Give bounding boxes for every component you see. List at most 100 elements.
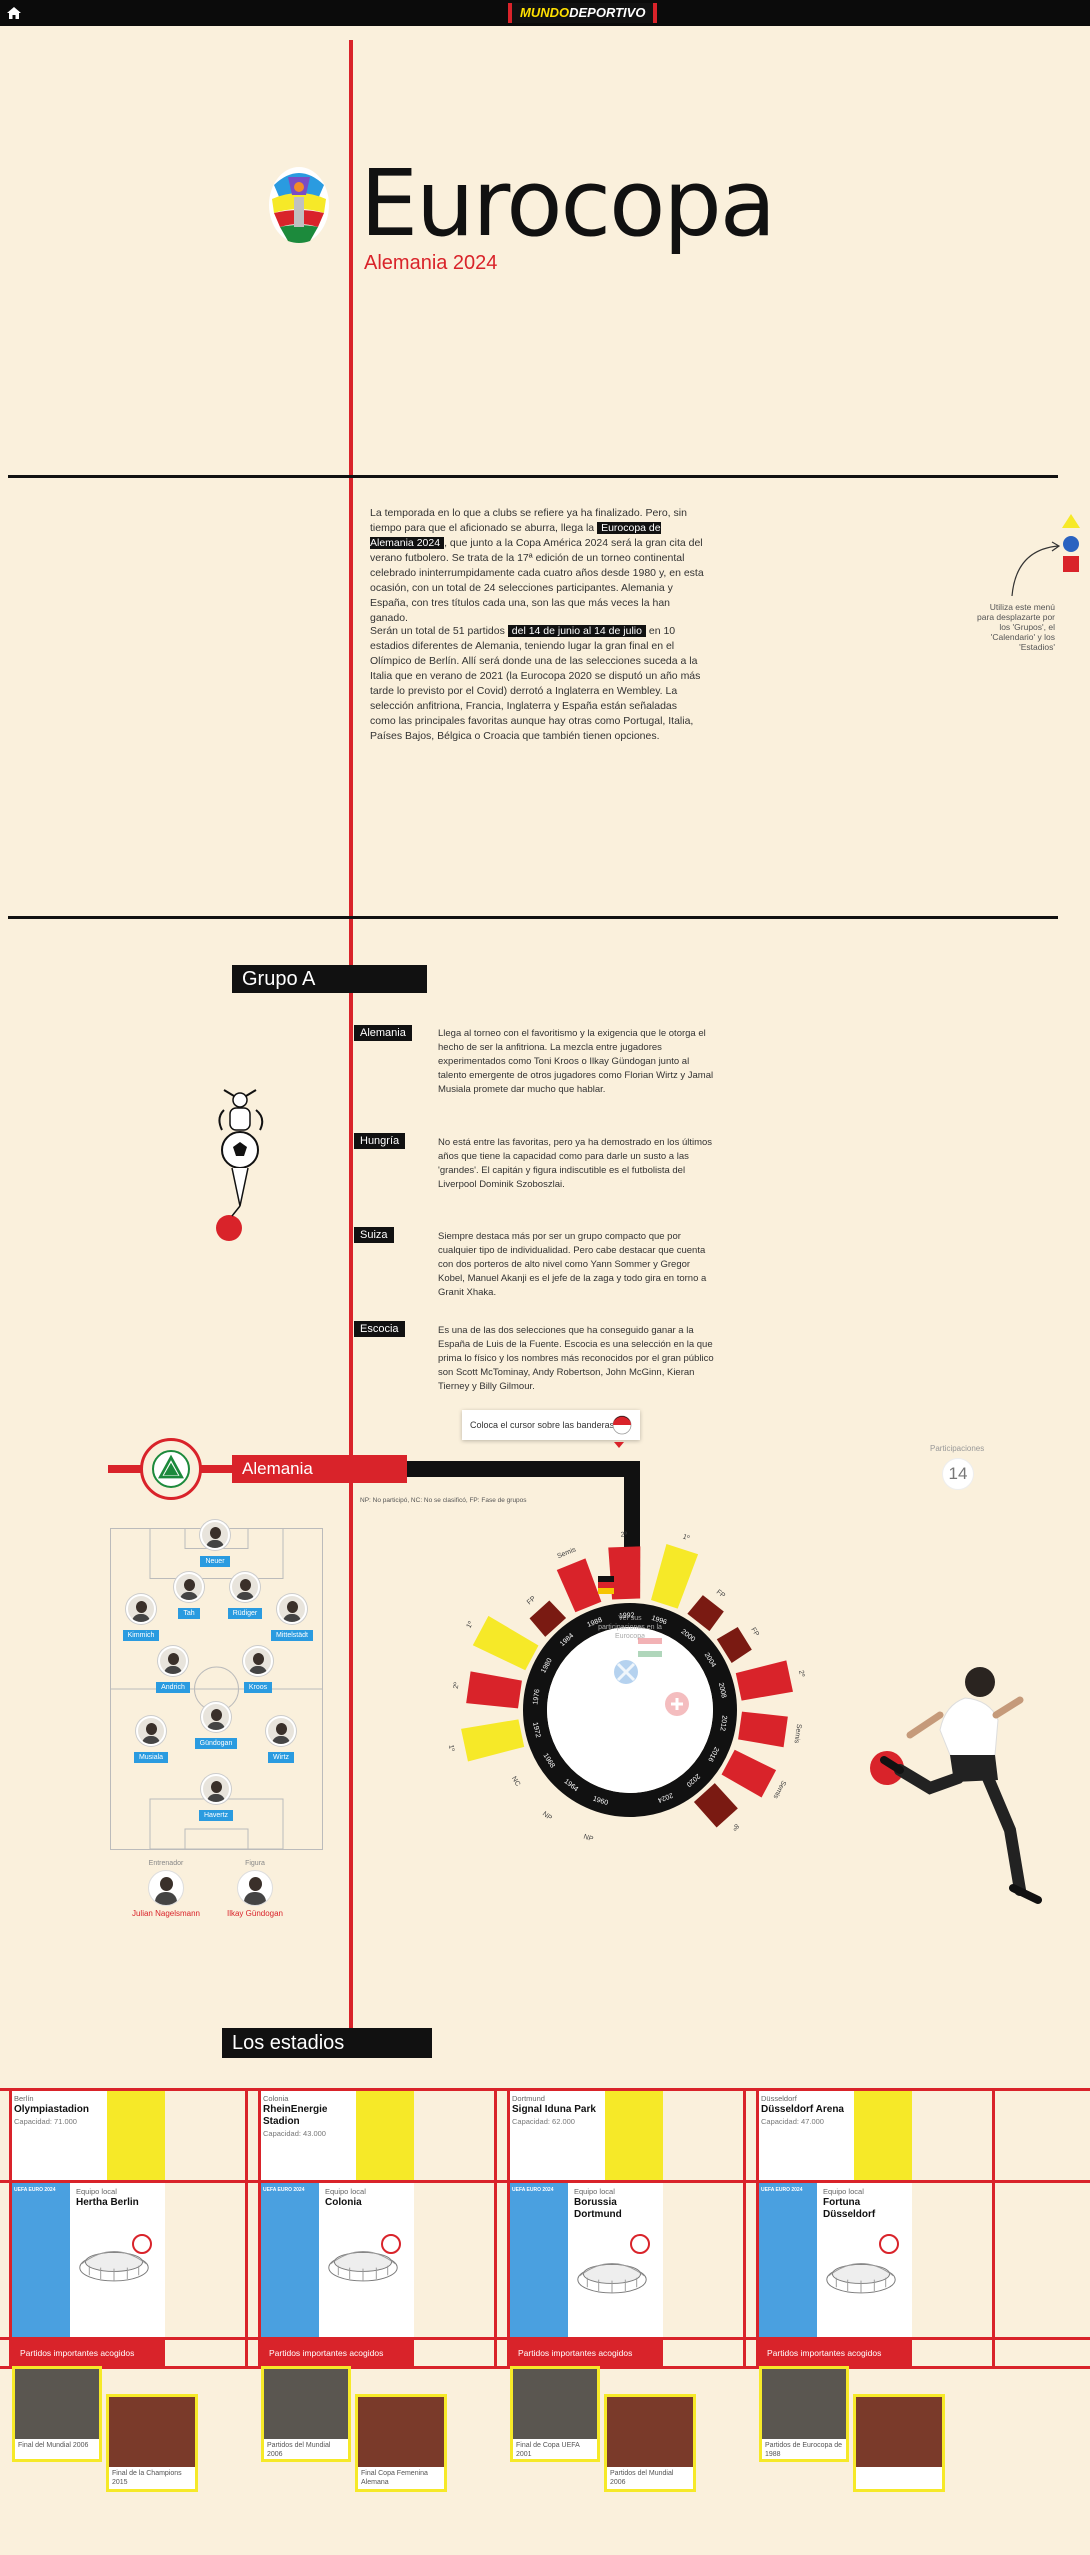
player-card[interactable]: Tah [161,1572,217,1620]
club-crest-icon [381,2234,401,2254]
home-team-card[interactable]: Equipo local Borussia Dortmund [568,2183,663,2337]
radial-result-label: Semis [771,1779,787,1800]
home-team-card[interactable]: Equipo local Hertha Berlin [70,2183,165,2337]
home-team-name: Colonia [325,2197,362,2208]
player-card[interactable]: Gündogan [188,1702,244,1750]
radial-bar-1976[interactable] [466,1671,522,1709]
radial-bar-2000[interactable] [687,1595,724,1632]
grid-line [258,2088,261,2366]
coach-card: Entrenador Julian Nagelsmann [126,1860,206,1919]
home-team-label: Equipo local [823,2187,864,2196]
match-photo-card[interactable]: Partidos del Mundial 2006 [604,2394,696,2492]
home-team-label: Equipo local [325,2187,366,2196]
radial-bar-2004[interactable] [716,1626,752,1664]
home-team-card[interactable]: Equipo local Colonia [319,2183,414,2337]
match-photo [513,2369,597,2439]
player-card[interactable]: Rüdiger [217,1572,273,1620]
stadium-name: Signal Iduna Park [512,2104,596,2115]
home-team-label: Equipo local [574,2187,615,2196]
home-icon[interactable] [6,5,22,21]
euro-mini-logo: UEFA EURO 2024 [14,2187,56,2193]
star-player-card: Figura Ilkay Gündogan [215,1860,295,1919]
color-block [356,2091,414,2180]
hungary-flag-icon [638,1636,662,1660]
center-text-line: Ver sus [618,1615,642,1622]
radial-bar-2008[interactable] [735,1660,793,1701]
match-photo [15,2369,99,2439]
radial-bar-1980[interactable] [472,1615,539,1671]
dfb-crest-icon [152,1450,190,1488]
player-card[interactable]: Havertz [188,1774,244,1822]
player-card[interactable]: Mittelstädt [264,1594,320,1642]
section-menu-shapes[interactable] [1060,512,1082,574]
radial-bar-1984[interactable] [529,1600,567,1637]
home-team-name: Hertha Berlin [76,2197,139,2208]
brand-logo[interactable]: MUNDODEPORTIVO [508,3,658,23]
team-tag-hungria[interactable]: Hungría [354,1133,406,1149]
radial-bar-2020[interactable] [693,1783,738,1828]
euro-mini-logo: UEFA EURO 2024 [263,2187,305,2193]
match-photo-card[interactable] [853,2394,945,2492]
player-photo [201,1774,231,1804]
home-team-card[interactable]: Equipo local Fortuna Düsseldorf [817,2183,912,2337]
selected-team-name: Alemania [232,1455,407,1483]
match-caption: Final del Mundial 2006 [18,2442,89,2449]
team-description: Es una de las dos selecciones que ha con… [438,1325,714,1392]
player-card[interactable]: Kroos [230,1646,286,1694]
team-tag-alemania[interactable]: Alemania [354,1025,412,1041]
radial-bar-1972[interactable] [461,1719,525,1762]
player-photo [136,1716,166,1746]
player-name: Kroos [243,1682,273,1693]
match-caption: Final de la Champions 2015 [112,2470,182,2486]
player-card[interactable]: Wirtz [253,1716,309,1764]
match-photo-card[interactable]: Final Copa Femenina Alemana [355,2394,447,2492]
euro-mini-logo: UEFA EURO 2024 [512,2187,554,2193]
team-tag-escocia[interactable]: Escocia [354,1321,405,1337]
radial-bar-1996[interactable] [650,1543,699,1609]
caret-down-icon [614,1442,624,1448]
chart-ring [523,1603,737,1817]
brand-part-a: MUNDO [520,5,570,20]
stadium-info-card[interactable]: Dortmund Signal Iduna Park Capacidad: 62.0… [510,2091,605,2180]
radial-bar-1988[interactable] [556,1558,602,1613]
player-card[interactable]: Kimmich [113,1594,169,1642]
match-photo-card[interactable]: Final de Copa UEFA 2001 [510,2366,600,2462]
player-card[interactable]: Musiala [123,1716,179,1764]
switzerland-flag-icon [665,1692,689,1716]
player-name: Mittelstädt [271,1630,313,1641]
connector-line [624,1461,640,1573]
radial-result-label: 1º [466,1620,475,1629]
radial-bar-1992[interactable] [608,1546,641,1600]
radial-result-label: 1º [682,1534,691,1543]
player-photo [201,1702,231,1732]
radial-year-label: 1960 [592,1796,609,1808]
radial-bar-2016[interactable] [721,1749,777,1798]
match-photo-card[interactable]: Final de la Champions 2015 [106,2394,198,2492]
match-photo-card[interactable]: Partidos del Mundial 2006 [261,2366,351,2462]
radial-result-label: NP [583,1834,595,1844]
radial-result-label: 2º [453,1682,461,1690]
important-matches-bar: Partidos importantes acogidos [759,2340,912,2366]
player-name: Tah [178,1608,200,1619]
grid-line [507,2088,510,2366]
match-photo-card[interactable]: Partidos de Eurocopa de 1988 [759,2366,849,2462]
color-block [605,2091,663,2180]
radial-bar-2012[interactable] [738,1711,788,1748]
radial-result-label: 8º [730,1822,740,1832]
euro-branding-panel: UEFA EURO 2024 [261,2183,319,2337]
stadium-info-card[interactable]: Colonia RheinEnergie Stadion Capacidad: 43… [261,2091,356,2180]
home-team-name: Fortuna Düsseldorf [823,2197,876,2220]
player-card[interactable]: Andrich [145,1646,201,1694]
player-card[interactable]: Neuer [187,1520,243,1568]
team-tag-suiza[interactable]: Suiza [354,1227,394,1243]
stadium-capacity: Capacidad: 47.000 [761,2117,824,2126]
radial-result-label: FP [749,1626,760,1638]
footballer-illustration [870,1667,1042,1904]
match-photo-card[interactable]: Final del Mundial 2006 [12,2366,102,2462]
square-menu-icon [1063,556,1079,572]
stadium-info-card[interactable]: Berlín Olympiastadion Capacidad: 71.000 [12,2091,107,2180]
player-photo [266,1716,296,1746]
chart-center-text: Ver sus participaciones en la Eurocopa [598,1615,662,1640]
stadium-info-card[interactable]: Düsseldorf Düsseldorf Arena Capacidad: 47.… [759,2091,854,2180]
